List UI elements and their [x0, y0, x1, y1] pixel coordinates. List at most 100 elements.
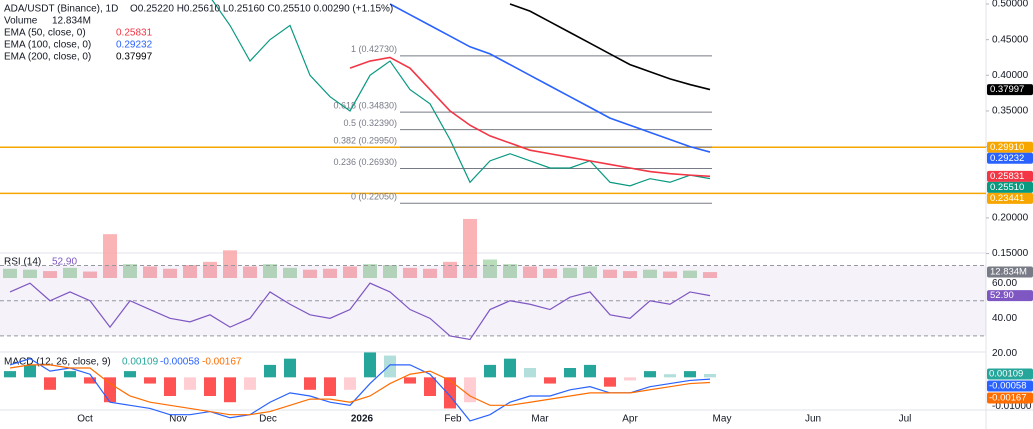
volume-bar: [683, 270, 697, 278]
x-tick-label: Apr: [622, 414, 638, 425]
y-tick-label: 0.45000: [992, 34, 1029, 45]
price-tag: [987, 170, 1033, 182]
macd-histogram: [344, 377, 356, 390]
y-tick-label: 20.00: [992, 348, 1017, 359]
volume-bar: [223, 250, 237, 278]
macd-histogram: [684, 371, 696, 378]
macd-tag: [987, 392, 1033, 404]
macd-tag: [987, 368, 1033, 380]
price-pane: 1 (0.42730) 0.618 (0.34830) 0.5 (0.32390) 0…: [0, 0, 986, 204]
ohlc-legend: O0.25220 H0.25610 L0.25160 C0.25510 0.00…: [130, 4, 393, 15]
price-tag: [987, 152, 1033, 164]
x-tick-label: Oct: [77, 414, 93, 425]
macd-histogram: [704, 373, 716, 378]
volume-tag: [987, 266, 1033, 278]
x-tick-label: Mar: [531, 414, 549, 425]
x-tick-label: Nov: [169, 414, 187, 425]
macd-histogram: [544, 377, 556, 384]
rsi-value: 52.90: [52, 257, 77, 268]
y-tick-label: 60.00: [992, 278, 1017, 289]
signal-line: [9, 364, 711, 416]
price-tag-label: 0.23441: [990, 193, 1024, 204]
macd-value: -0.00167: [202, 357, 242, 368]
fib-label: 0.5 (0.32390): [343, 118, 397, 128]
ema-legend: EMA (200, close, 0): [4, 52, 91, 63]
macd-histogram: [104, 377, 116, 403]
macd-legend: MACD (12, 26, close, 9): [4, 357, 111, 368]
macd-histogram: [144, 377, 156, 384]
macd-histogram: [4, 371, 16, 378]
macd-histogram: [604, 377, 616, 387]
volume-bar: [263, 264, 277, 278]
fib-label: 0.382 (0.29950): [333, 135, 397, 145]
macd-histogram: [444, 377, 456, 409]
macd-histogram: [404, 377, 416, 384]
volume-bar: [23, 269, 37, 278]
y-tick-label: 0.50000: [992, 0, 1029, 10]
macd-tag-label: -0.00058: [989, 380, 1027, 391]
volume-bar: [483, 259, 497, 278]
volume-bar: [703, 272, 717, 278]
price-line: [211, 0, 711, 187]
macd-tag-label: -0.00167: [989, 392, 1027, 403]
symbol-title: ADA/USDT (Binance), 1D: [4, 4, 118, 15]
ema-line: [389, 3, 711, 153]
volume-bar: [143, 266, 157, 278]
macd-histogram: [264, 364, 276, 378]
macd-histogram: [304, 377, 316, 390]
volume-bar: [83, 271, 97, 278]
volume-bar: [303, 269, 317, 278]
volume-bar: [343, 266, 357, 278]
y-tick-label: 0.40000: [992, 70, 1029, 81]
y-tick-label: 0.35000: [992, 106, 1029, 117]
volume-bar: [663, 271, 677, 278]
volume-bar: [383, 265, 397, 278]
macd-histogram: [204, 377, 216, 396]
macd-histogram: [44, 377, 56, 390]
macd-histogram: [24, 364, 36, 378]
volume-bar: [243, 266, 257, 278]
y-tick-label: 0.20000: [992, 213, 1029, 224]
y-tick-label: -0.01000: [992, 401, 1032, 412]
fib-label: 1 (0.42730): [351, 44, 397, 54]
volume-legend: Volume: [4, 16, 38, 27]
macd-histogram: [284, 358, 296, 378]
macd-histogram: [664, 374, 676, 378]
volume-value: 12.834M: [52, 16, 91, 27]
macd-value: -0.00058: [160, 357, 200, 368]
volume-bar: [523, 266, 537, 278]
fib-label: 0 (0.22050): [351, 192, 397, 202]
macd-histogram: [64, 371, 76, 378]
price-tag-label: 0.29910: [990, 142, 1024, 153]
x-tick-label: Dec: [259, 414, 277, 425]
volume-bar: [63, 267, 77, 278]
price-tag-label: 0.37997: [990, 84, 1024, 95]
volume-bar: [463, 218, 477, 278]
macd-histogram: [384, 355, 396, 378]
x-tick-label: Jul: [899, 414, 912, 425]
ema-legend: EMA (50, close, 0): [4, 28, 86, 39]
price-tag-label: 0.25510: [990, 182, 1024, 193]
macd-histogram: [164, 377, 176, 396]
x-tick-label: 2026: [351, 414, 374, 425]
macd-histogram: [584, 364, 596, 378]
macd-histogram: [324, 377, 336, 396]
x-tick-label: Jun: [805, 414, 821, 425]
volume-bar: [283, 267, 297, 278]
volume-tag-label: 12.834M: [990, 267, 1027, 278]
macd-histogram: [364, 352, 376, 378]
price-tag: [987, 181, 1033, 193]
volume-bar: [603, 269, 617, 278]
macd-histogram: [424, 377, 436, 396]
volume-bar: [323, 268, 337, 278]
volume-bar: [43, 271, 57, 278]
volume-bar: [363, 264, 377, 278]
macd-tag-label: 0.00109: [989, 368, 1023, 379]
volume-bar: [563, 267, 577, 278]
macd-histogram: [124, 371, 136, 378]
volume-bar: [583, 266, 597, 278]
macd-line: [9, 358, 711, 422]
rsi-legend: RSI (14): [4, 257, 41, 268]
